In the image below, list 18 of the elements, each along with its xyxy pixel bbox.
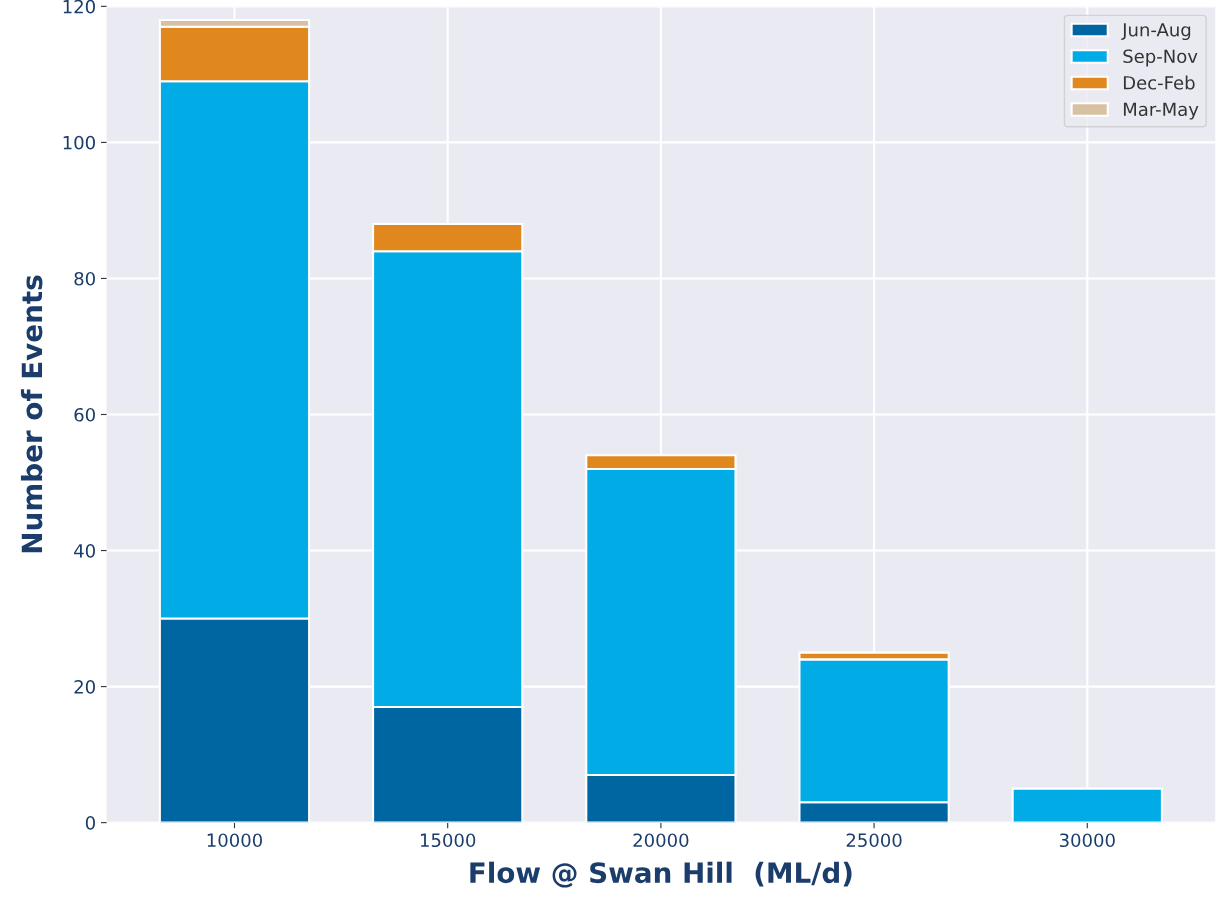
legend-label: Sep-Nov — [1123, 49, 1198, 67]
x-tick-label: 20000 — [633, 833, 689, 848]
y-tick-label: 60 — [74, 407, 95, 422]
y-tick-label: 120 — [63, 0, 95, 14]
x-tick-label: 15000 — [420, 833, 476, 848]
y-axis-title: Number of Events — [20, 275, 43, 553]
x-tick-label: 25000 — [846, 833, 902, 848]
x-tick-label: 30000 — [1059, 833, 1115, 848]
y-tick-label: 0 — [85, 816, 95, 830]
y-tick-label: 20 — [74, 680, 95, 694]
y-tick-label: 40 — [74, 544, 95, 558]
y-tick-label: 80 — [74, 271, 95, 286]
x-axis-title: Flow @ Swan Hill (ML/d) — [470, 861, 852, 888]
legend-label: Jun-Aug — [1121, 23, 1191, 41]
legend-label: Dec-Feb — [1123, 75, 1195, 90]
legend-label: Mar-May — [1123, 102, 1199, 120]
y-tick-label: 100 — [63, 135, 95, 150]
x-tick-label: 10000 — [207, 833, 263, 848]
